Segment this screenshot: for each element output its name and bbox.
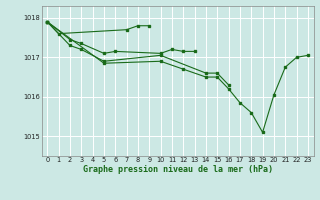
X-axis label: Graphe pression niveau de la mer (hPa): Graphe pression niveau de la mer (hPa) — [83, 165, 273, 174]
